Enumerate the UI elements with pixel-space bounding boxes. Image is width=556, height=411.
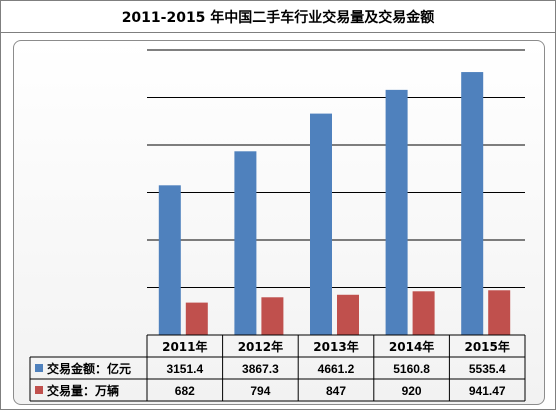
category-label: 2015年	[464, 339, 509, 354]
data-label: 3867.3	[242, 362, 279, 376]
bar	[412, 291, 435, 335]
legend-key	[35, 364, 43, 372]
chart-title: 2011-2015 年中国二手车行业交易量及交易金额	[1, 1, 555, 33]
data-label: 3151.4	[166, 362, 203, 376]
category-label: 2014年	[389, 339, 434, 354]
category-label: 2013年	[313, 339, 358, 354]
bar	[337, 294, 359, 335]
bar	[158, 185, 181, 335]
data-label: 682	[175, 384, 195, 398]
bar	[385, 89, 408, 335]
bar	[488, 290, 511, 335]
legend-label: 交易金额：亿元	[47, 361, 131, 376]
chart-panel	[13, 40, 545, 405]
category-label: 2012年	[238, 339, 283, 354]
data-label: 4661.2	[318, 362, 355, 376]
bar	[261, 297, 284, 335]
bar	[461, 72, 484, 336]
data-label: 941.47	[469, 384, 506, 398]
data-label: 5160.8	[393, 362, 430, 376]
data-label: 920	[402, 384, 422, 398]
data-label: 794	[250, 384, 270, 398]
bar	[310, 113, 332, 335]
bar	[185, 302, 208, 335]
data-label: 5535.4	[469, 362, 506, 376]
category-label: 2011年	[162, 339, 207, 354]
data-label: 847	[326, 384, 346, 398]
legend-label: 交易量：万辆	[47, 383, 119, 398]
legend-key	[35, 386, 43, 394]
bar	[234, 151, 257, 335]
